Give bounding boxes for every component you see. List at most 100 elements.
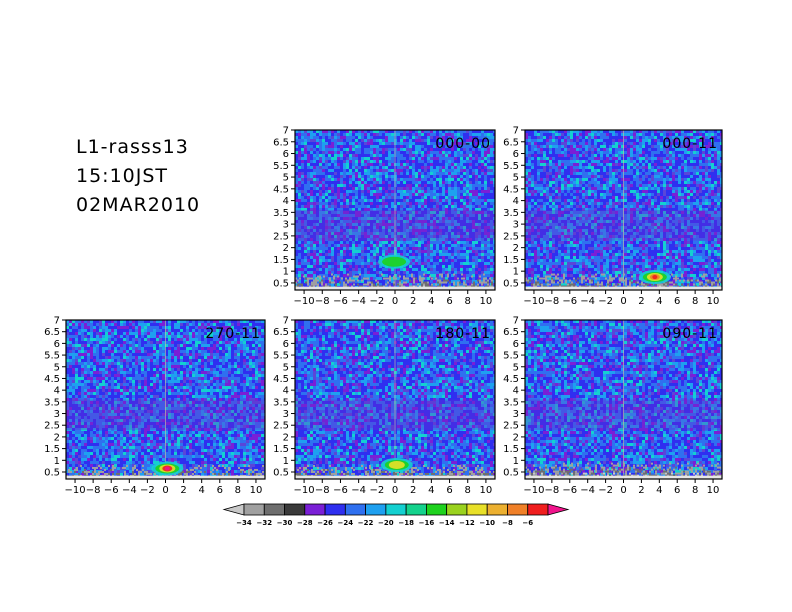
noise-cell xyxy=(361,217,364,220)
noise-cell xyxy=(301,190,304,193)
noise-cell xyxy=(334,223,337,226)
ground-noise-cell xyxy=(389,275,391,278)
noise-cell xyxy=(346,166,349,169)
noise-cell xyxy=(397,208,400,211)
noise-cell xyxy=(340,157,343,160)
noise-cell xyxy=(436,169,439,172)
noise-cell xyxy=(421,223,424,226)
noise-cell xyxy=(313,277,316,280)
noise-cell xyxy=(430,235,433,238)
noise-cell xyxy=(313,160,316,163)
noise-cell xyxy=(403,241,406,244)
noise-cell xyxy=(343,217,346,220)
noise-cell xyxy=(442,265,445,268)
noise-cell xyxy=(433,133,436,136)
noise-cell xyxy=(322,154,325,157)
ground-noise-cell xyxy=(333,275,335,278)
noise-cell xyxy=(385,220,388,223)
noise-cell xyxy=(466,274,469,277)
noise-cell xyxy=(424,142,427,145)
noise-cell xyxy=(427,166,430,169)
noise-cell xyxy=(493,265,495,268)
noise-cell xyxy=(358,241,361,244)
noise-cell xyxy=(367,208,370,211)
noise-cell xyxy=(442,184,445,187)
noise-cell xyxy=(552,139,555,142)
noise-cell xyxy=(436,244,439,247)
noise-cell xyxy=(298,268,301,271)
noise-cell xyxy=(648,139,651,142)
noise-cell xyxy=(307,145,310,148)
noise-cell xyxy=(481,280,484,283)
noise-cell xyxy=(642,148,645,151)
noise-cell xyxy=(328,145,331,148)
noise-cell xyxy=(537,160,540,163)
noise-cell xyxy=(660,145,663,148)
noise-cell xyxy=(310,232,313,235)
noise-cell xyxy=(328,169,331,172)
noise-cell xyxy=(481,220,484,223)
noise-cell xyxy=(487,274,490,277)
noise-cell xyxy=(630,166,633,169)
noise-cell xyxy=(388,181,391,184)
noise-cell xyxy=(310,217,313,220)
ground-noise-cell xyxy=(337,275,339,278)
noise-cell xyxy=(487,235,490,238)
noise-cell xyxy=(397,274,400,277)
noise-cell xyxy=(666,157,669,160)
noise-cell xyxy=(481,277,484,280)
noise-cell xyxy=(352,247,355,250)
noise-cell xyxy=(349,211,352,214)
noise-cell xyxy=(418,172,421,175)
noise-cell xyxy=(484,256,487,259)
noise-cell xyxy=(469,199,472,202)
noise-cell xyxy=(558,154,561,157)
noise-cell xyxy=(445,148,448,151)
noise-cell xyxy=(400,235,403,238)
noise-cell xyxy=(364,268,367,271)
ground-noise-cell xyxy=(403,281,405,284)
noise-cell xyxy=(493,217,495,220)
noise-cell xyxy=(316,148,319,151)
noise-cell xyxy=(415,145,418,148)
noise-cell xyxy=(543,169,546,172)
noise-cell xyxy=(307,274,310,277)
noise-cell xyxy=(439,253,442,256)
noise-cell xyxy=(349,187,352,190)
noise-cell xyxy=(603,148,606,151)
noise-cell xyxy=(373,220,376,223)
noise-cell xyxy=(555,145,558,148)
noise-cell xyxy=(415,238,418,241)
noise-cell xyxy=(484,169,487,172)
noise-cell xyxy=(615,157,618,160)
noise-cell xyxy=(364,205,367,208)
noise-cell xyxy=(418,163,421,166)
y-tick-label: 5 xyxy=(283,173,289,184)
noise-cell xyxy=(379,193,382,196)
noise-cell xyxy=(331,214,334,217)
noise-cell xyxy=(594,133,597,136)
noise-cell xyxy=(400,142,403,145)
noise-cell xyxy=(319,160,322,163)
noise-cell xyxy=(484,283,487,286)
noise-cell xyxy=(325,247,328,250)
noise-cell xyxy=(361,169,364,172)
noise-cell xyxy=(340,154,343,157)
noise-cell xyxy=(648,163,651,166)
noise-cell xyxy=(361,175,364,178)
noise-cell xyxy=(493,148,495,151)
noise-cell xyxy=(454,181,457,184)
noise-cell xyxy=(364,217,367,220)
noise-cell xyxy=(418,151,421,154)
noise-cell xyxy=(418,238,421,241)
noise-cell xyxy=(409,226,412,229)
noise-cell xyxy=(409,205,412,208)
ground-noise-cell xyxy=(305,277,307,280)
noise-cell xyxy=(313,205,316,208)
noise-cell xyxy=(409,271,412,274)
noise-cell xyxy=(325,133,328,136)
noise-cell xyxy=(678,154,681,157)
noise-cell xyxy=(376,256,379,259)
noise-cell xyxy=(439,217,442,220)
noise-cell xyxy=(466,196,469,199)
